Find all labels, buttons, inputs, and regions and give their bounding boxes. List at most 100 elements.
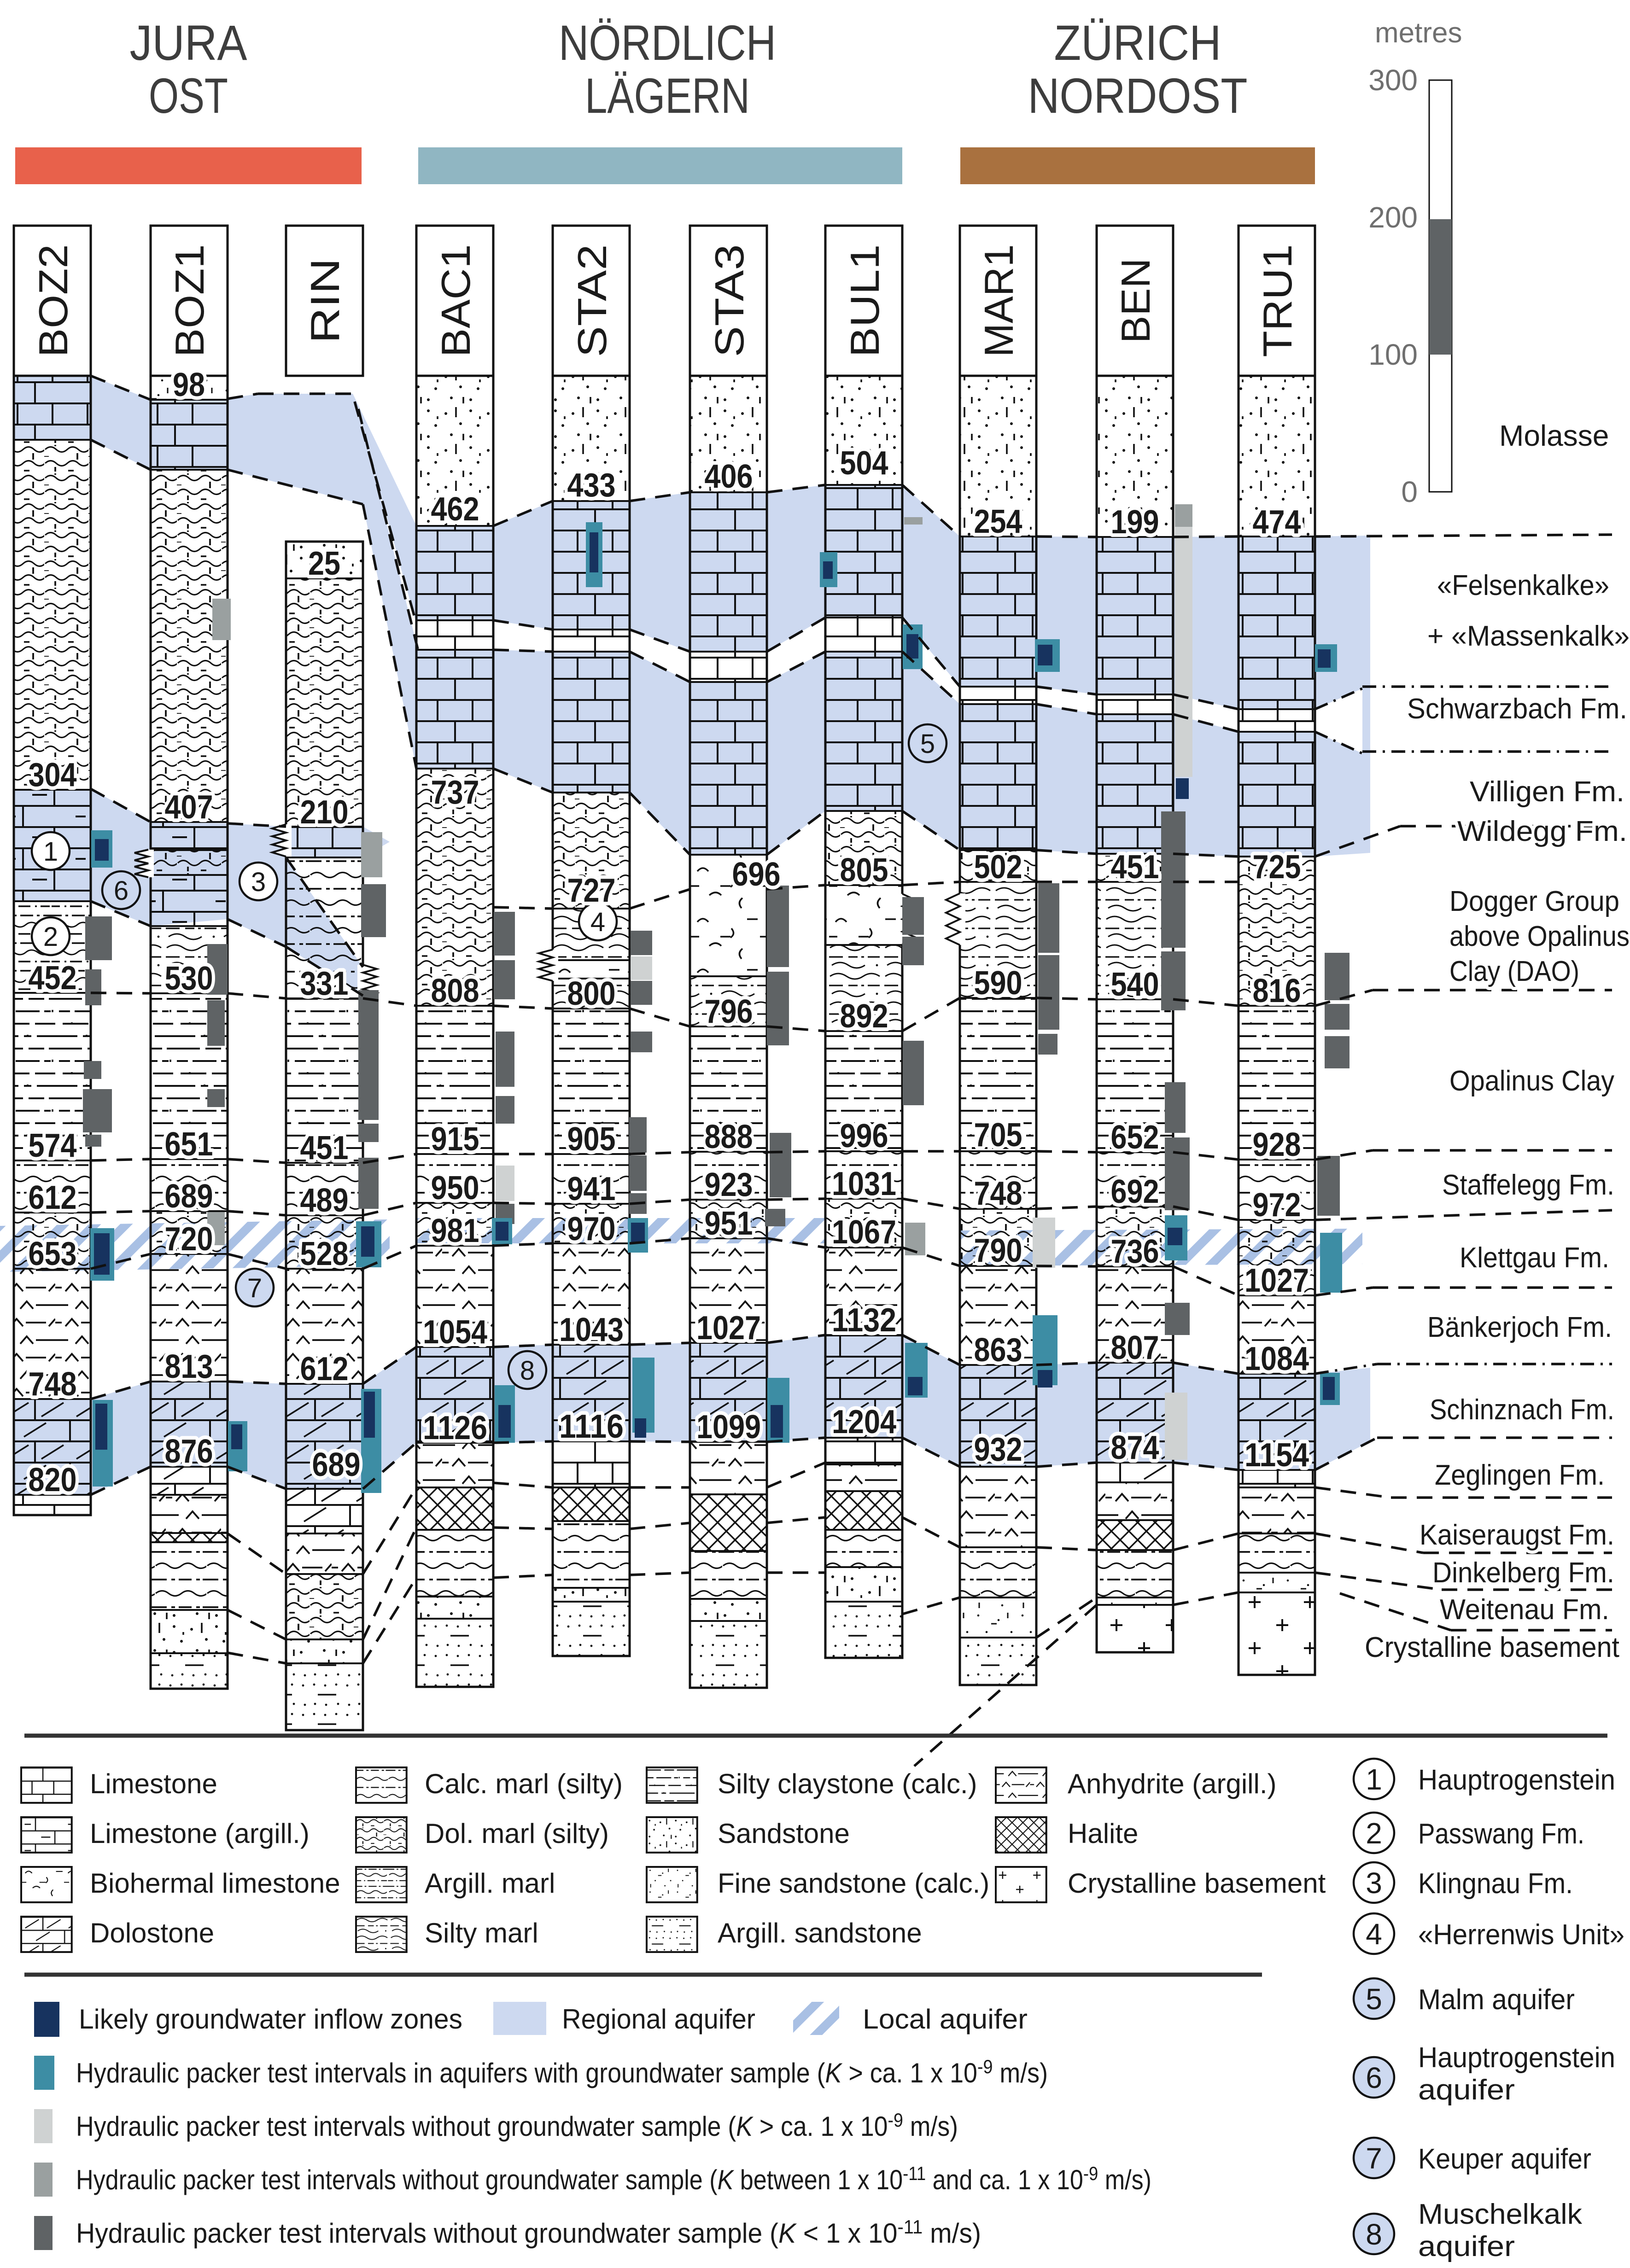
svg-text:737: 737 xyxy=(431,774,479,811)
svg-text:ZÜRICH: ZÜRICH xyxy=(1054,15,1221,70)
svg-text:254: 254 xyxy=(974,503,1022,540)
svg-text:651: 651 xyxy=(165,1126,213,1163)
svg-text:612: 612 xyxy=(29,1179,77,1216)
svg-text:813: 813 xyxy=(165,1348,213,1385)
svg-text:Argill. sandstone: Argill. sandstone xyxy=(718,1918,922,1948)
svg-text:NÖRDLICH: NÖRDLICH xyxy=(559,15,776,70)
svg-text:800: 800 xyxy=(567,975,616,1012)
svg-text:199: 199 xyxy=(1111,504,1159,541)
svg-text:1154: 1154 xyxy=(1244,1437,1309,1474)
svg-text:Limestone: Limestone xyxy=(90,1768,217,1799)
svg-text:1031: 1031 xyxy=(832,1166,896,1202)
svg-text:Dinkelberg Fm.: Dinkelberg Fm. xyxy=(1432,1557,1614,1589)
svg-text:Limestone (argill.): Limestone (argill.) xyxy=(90,1818,310,1849)
svg-text:Local aquifer: Local aquifer xyxy=(863,2004,1028,2035)
svg-text:98: 98 xyxy=(173,367,205,403)
svg-text:210: 210 xyxy=(300,794,349,831)
svg-text:462: 462 xyxy=(431,491,479,528)
svg-text:Calc. marl (silty): Calc. marl (silty) xyxy=(425,1768,623,1799)
svg-text:Hauptrogenstein: Hauptrogenstein xyxy=(1418,1764,1615,1796)
svg-text:0: 0 xyxy=(1401,475,1418,508)
svg-text:474: 474 xyxy=(1253,504,1301,541)
svg-text:300: 300 xyxy=(1368,64,1418,97)
svg-text:BOZ2: BOZ2 xyxy=(30,245,76,357)
svg-text:540: 540 xyxy=(1111,966,1159,1003)
svg-text:7: 7 xyxy=(247,1273,262,1303)
svg-text:Zeglingen Fm.: Zeglingen Fm. xyxy=(1435,1459,1605,1491)
svg-text:Dol. marl (silty): Dol. marl (silty) xyxy=(425,1818,609,1849)
svg-text:406: 406 xyxy=(705,458,753,495)
svg-text:Dolostone: Dolostone xyxy=(90,1918,214,1948)
svg-text:1: 1 xyxy=(43,837,58,867)
svg-text:OST: OST xyxy=(149,68,228,123)
svg-text:Fine sandstone (calc.): Fine sandstone (calc.) xyxy=(718,1868,989,1899)
svg-text:6: 6 xyxy=(114,876,129,906)
svg-text:LÄGERN: LÄGERN xyxy=(585,68,750,123)
svg-text:923: 923 xyxy=(705,1166,753,1203)
svg-text:Kaiseraugst Fm.: Kaiseraugst Fm. xyxy=(1420,1519,1614,1551)
svg-text:3: 3 xyxy=(1366,1866,1382,1900)
svg-text:4: 4 xyxy=(1366,1918,1382,1951)
svg-text:653: 653 xyxy=(29,1236,77,1272)
svg-text:736: 736 xyxy=(1111,1233,1159,1270)
svg-text:970: 970 xyxy=(567,1211,616,1248)
svg-text:Anhydrite (argill.): Anhydrite (argill.) xyxy=(1068,1768,1277,1799)
svg-text:1116: 1116 xyxy=(559,1408,624,1445)
svg-text:MAR1: MAR1 xyxy=(976,245,1022,357)
svg-text:489: 489 xyxy=(300,1182,349,1219)
svg-text:816: 816 xyxy=(1253,973,1301,1009)
svg-text:951: 951 xyxy=(705,1205,753,1242)
svg-text:452: 452 xyxy=(29,960,77,997)
svg-text:451: 451 xyxy=(1111,849,1159,886)
svg-text:6: 6 xyxy=(1366,2061,1382,2094)
svg-text:NORDOST: NORDOST xyxy=(1028,68,1248,123)
svg-text:1: 1 xyxy=(1366,1763,1382,1796)
svg-text:407: 407 xyxy=(165,789,213,826)
svg-text:100: 100 xyxy=(1368,338,1418,371)
svg-text:Sandstone: Sandstone xyxy=(718,1818,850,1849)
svg-text:BOZ1: BOZ1 xyxy=(167,245,212,357)
svg-text:Wildegg Fm.: Wildegg Fm. xyxy=(1457,816,1627,847)
svg-text:Schwarzbach Fm.: Schwarzbach Fm. xyxy=(1407,693,1627,725)
svg-text:876: 876 xyxy=(165,1433,213,1470)
svg-text:590: 590 xyxy=(974,965,1022,1002)
svg-text:Regional aquifer: Regional aquifer xyxy=(562,2004,755,2035)
svg-text:Hydraulic packer test interval: Hydraulic packer test intervals without … xyxy=(76,2216,981,2249)
svg-text:25: 25 xyxy=(308,545,340,582)
svg-text:4: 4 xyxy=(590,907,605,937)
svg-text:Molasse: Molasse xyxy=(1499,419,1609,452)
svg-text:5: 5 xyxy=(1366,1982,1382,2016)
svg-text:748: 748 xyxy=(974,1175,1022,1212)
svg-text:STA3: STA3 xyxy=(707,245,752,357)
svg-text:aquifer: aquifer xyxy=(1418,2074,1515,2106)
svg-text:«Herrenwis Unit»: «Herrenwis Unit» xyxy=(1418,1919,1624,1951)
svg-text:433: 433 xyxy=(567,467,616,504)
svg-text:aquifer: aquifer xyxy=(1418,2231,1515,2262)
svg-text:200: 200 xyxy=(1368,201,1418,234)
svg-text:652: 652 xyxy=(1111,1119,1159,1156)
svg-text:874: 874 xyxy=(1111,1429,1159,1466)
svg-text:Staffelegg Fm.: Staffelegg Fm. xyxy=(1442,1169,1614,1201)
svg-text:1027: 1027 xyxy=(696,1310,761,1347)
svg-text:Schinznach Fm.: Schinznach Fm. xyxy=(1430,1394,1614,1426)
svg-text:928: 928 xyxy=(1253,1126,1301,1163)
svg-text:1204: 1204 xyxy=(832,1404,896,1440)
svg-text:863: 863 xyxy=(974,1332,1022,1369)
svg-text:790: 790 xyxy=(974,1232,1022,1269)
svg-text:Malm aquifer: Malm aquifer xyxy=(1418,1984,1575,2016)
svg-text:JURA: JURA xyxy=(130,15,247,70)
svg-text:689: 689 xyxy=(165,1178,213,1215)
svg-text:Halite: Halite xyxy=(1068,1818,1138,1849)
svg-text:451: 451 xyxy=(300,1130,349,1166)
svg-text:720: 720 xyxy=(165,1221,213,1258)
svg-text:Klettgau Fm.: Klettgau Fm. xyxy=(1460,1242,1609,1274)
svg-text:Muschelkalk: Muschelkalk xyxy=(1418,2198,1583,2230)
svg-text:Keuper aquifer: Keuper aquifer xyxy=(1418,2143,1591,2175)
svg-text:Passwang Fm.: Passwang Fm. xyxy=(1418,1818,1584,1850)
svg-text:972: 972 xyxy=(1253,1187,1301,1224)
svg-text:932: 932 xyxy=(974,1431,1022,1468)
svg-text:689: 689 xyxy=(312,1446,361,1483)
svg-text:915: 915 xyxy=(431,1121,479,1158)
svg-text:304: 304 xyxy=(29,757,77,793)
svg-text:996: 996 xyxy=(840,1118,888,1154)
